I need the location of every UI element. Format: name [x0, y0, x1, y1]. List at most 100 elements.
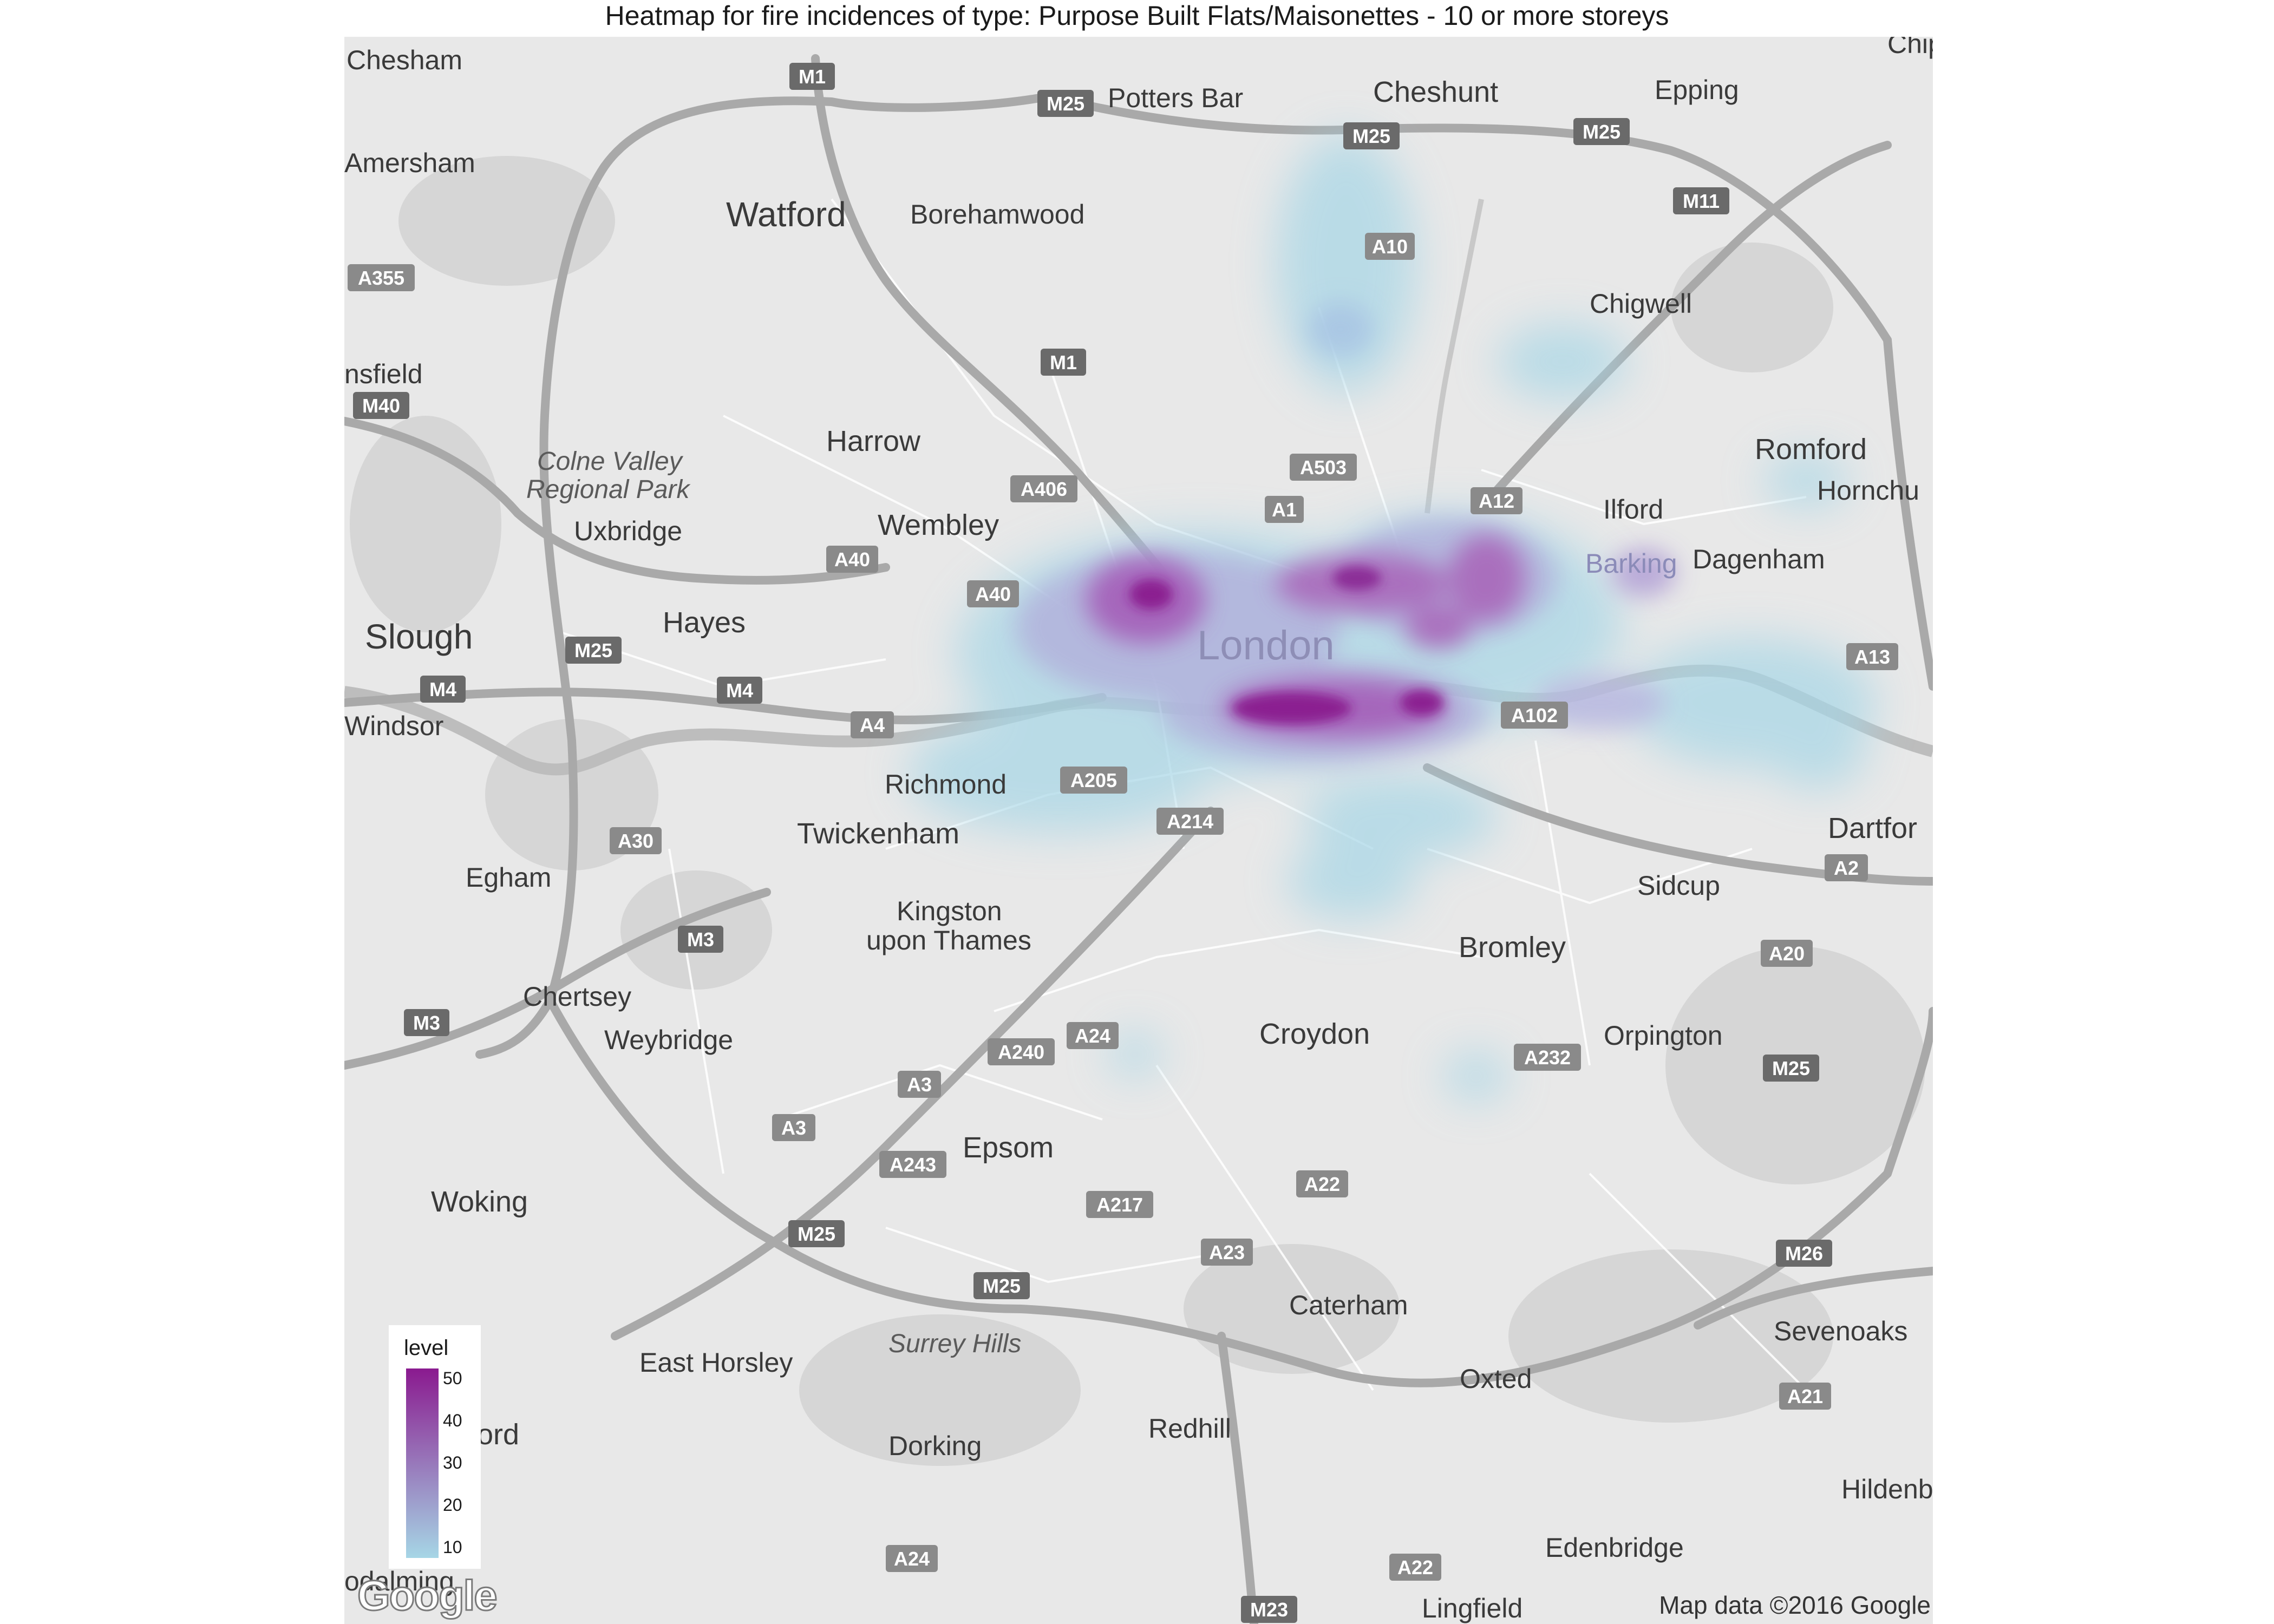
- chart-title: Heatmap for fire incidences of type: Pur…: [605, 1, 1669, 31]
- heatmap-layer: [907, 134, 1877, 1101]
- place-labels: Chesham Amersham Potters Bar Cheshunt Ep…: [344, 37, 1933, 1623]
- label-slough: Slough: [365, 617, 473, 656]
- label-surrey-hills: Surrey Hills: [888, 1330, 1021, 1358]
- svg-text:A30: A30: [618, 830, 654, 852]
- google-logo: Google: [357, 1571, 499, 1620]
- svg-text:M23: M23: [1250, 1599, 1288, 1621]
- road-shield: M40: [353, 392, 409, 419]
- road-shield: A3: [772, 1114, 815, 1141]
- road-shield: A23: [1201, 1239, 1253, 1266]
- road-shield: A30: [610, 827, 662, 854]
- svg-text:A10: A10: [1372, 235, 1408, 258]
- road-shield: M11: [1673, 187, 1729, 214]
- map-canvas[interactable]: Chesham Amersham Potters Bar Cheshunt Ep…: [344, 37, 1933, 1624]
- label-twickenham: Twickenham: [797, 817, 959, 850]
- svg-text:A232: A232: [1524, 1046, 1571, 1069]
- svg-text:A406: A406: [1021, 478, 1067, 500]
- map-attribution[interactable]: Map data ©2016 Google: [1659, 1591, 1931, 1619]
- svg-text:M3: M3: [413, 1012, 440, 1034]
- svg-text:A3: A3: [907, 1073, 932, 1096]
- label-wembley: Wembley: [878, 509, 999, 541]
- legend-tick: 50: [443, 1368, 462, 1388]
- road-shield: M1: [789, 63, 835, 90]
- svg-text:A217: A217: [1096, 1194, 1143, 1216]
- svg-text:A40: A40: [975, 583, 1011, 605]
- svg-text:A24: A24: [1075, 1025, 1110, 1047]
- label-chigwell: Chigwell: [1590, 289, 1692, 319]
- legend-tick: 20: [443, 1495, 462, 1515]
- road-shield: A406: [1010, 475, 1077, 502]
- road-shield: A22: [1389, 1554, 1441, 1581]
- road-shield: A13: [1846, 643, 1898, 670]
- svg-text:M40: M40: [362, 395, 400, 417]
- label-cheshunt: Cheshunt: [1373, 76, 1498, 108]
- road-shield: A20: [1761, 940, 1813, 967]
- legend-tick: 40: [443, 1411, 462, 1430]
- label-regional-park: Regional Park: [526, 475, 691, 504]
- road-shield: A12: [1471, 487, 1522, 514]
- label-caterham: Caterham: [1289, 1290, 1408, 1320]
- road-shield: M25: [1763, 1055, 1819, 1082]
- label-watford: Watford: [726, 195, 846, 234]
- svg-text:A4: A4: [860, 714, 885, 736]
- label-romford: Romford: [1755, 433, 1867, 466]
- label-sidcup: Sidcup: [1637, 870, 1720, 901]
- road-shields: M1 M25 M25 M25 M11 A10 A355 M1 M40 A406 …: [348, 63, 1898, 1623]
- svg-text:M11: M11: [1683, 190, 1720, 212]
- road-shield: A243: [879, 1151, 946, 1178]
- label-chertsey: Chertsey: [523, 981, 631, 1012]
- svg-text:A13: A13: [1854, 646, 1890, 668]
- road-shield: A240: [988, 1038, 1055, 1065]
- road-shield: A214: [1156, 808, 1224, 835]
- svg-text:M25: M25: [1352, 125, 1390, 147]
- svg-text:M1: M1: [799, 66, 826, 88]
- label-bromley: Bromley: [1459, 931, 1566, 964]
- label-upon-thames: upon Thames: [866, 925, 1031, 955]
- road-shield: M4: [420, 676, 466, 703]
- river-lea: [1424, 199, 1484, 514]
- label-hornchurch: Hornchu: [1817, 475, 1919, 506]
- legend-color-bar: [406, 1368, 439, 1558]
- legend-tick: 30: [443, 1453, 462, 1472]
- road-shield: M25: [1343, 122, 1400, 149]
- label-harrow: Harrow: [826, 425, 921, 457]
- label-uxbridge: Uxbridge: [574, 516, 682, 546]
- road-shield: A40: [967, 580, 1019, 607]
- label-colne-valley: Colne Valley: [537, 447, 684, 476]
- label-east-horsley: East Horsley: [639, 1347, 793, 1378]
- legend-title: level: [404, 1336, 449, 1360]
- label-croydon: Croydon: [1259, 1018, 1370, 1050]
- svg-text:M25: M25: [798, 1223, 835, 1245]
- svg-text:A22: A22: [1304, 1173, 1340, 1195]
- road-shield: A4: [851, 711, 894, 738]
- label-sevenoaks: Sevenoaks: [1774, 1316, 1907, 1346]
- label-dagenham: Dagenham: [1693, 544, 1825, 574]
- road-shield: A21: [1779, 1383, 1831, 1410]
- label-edenbridge: Edenbridge: [1545, 1533, 1684, 1563]
- road-shield: A24: [1067, 1022, 1119, 1049]
- svg-text:M26: M26: [1785, 1242, 1823, 1265]
- label-london: London: [1197, 623, 1335, 669]
- label-richmond: Richmond: [885, 769, 1007, 800]
- label-chesham: Chesham: [347, 45, 462, 75]
- svg-text:M25: M25: [1583, 121, 1620, 143]
- road-shield: A1: [1265, 496, 1304, 523]
- svg-text:A503: A503: [1300, 456, 1347, 479]
- road-shield: M26: [1776, 1240, 1832, 1267]
- road-shield: A205: [1060, 767, 1127, 794]
- road-shield: M1: [1041, 349, 1086, 376]
- label-epping: Epping: [1655, 75, 1739, 105]
- label-oxted: Oxted: [1460, 1364, 1532, 1394]
- label-orpington: Orpington: [1604, 1020, 1723, 1051]
- svg-text:A243: A243: [890, 1154, 936, 1176]
- label-amersham: Amersham: [344, 148, 475, 178]
- road-shield: A2: [1825, 854, 1868, 881]
- label-ilford: Ilford: [1603, 494, 1663, 525]
- map-area[interactable]: Chesham Amersham Potters Bar Cheshunt Ep…: [344, 37, 1933, 1624]
- road-shield: A355: [348, 264, 415, 291]
- label-barking: Barking: [1585, 548, 1677, 579]
- label-dorking: Dorking: [888, 1431, 982, 1461]
- svg-text:M3: M3: [687, 928, 714, 951]
- svg-text:M25: M25: [574, 639, 612, 662]
- label-potters-bar: Potters Bar: [1108, 83, 1243, 113]
